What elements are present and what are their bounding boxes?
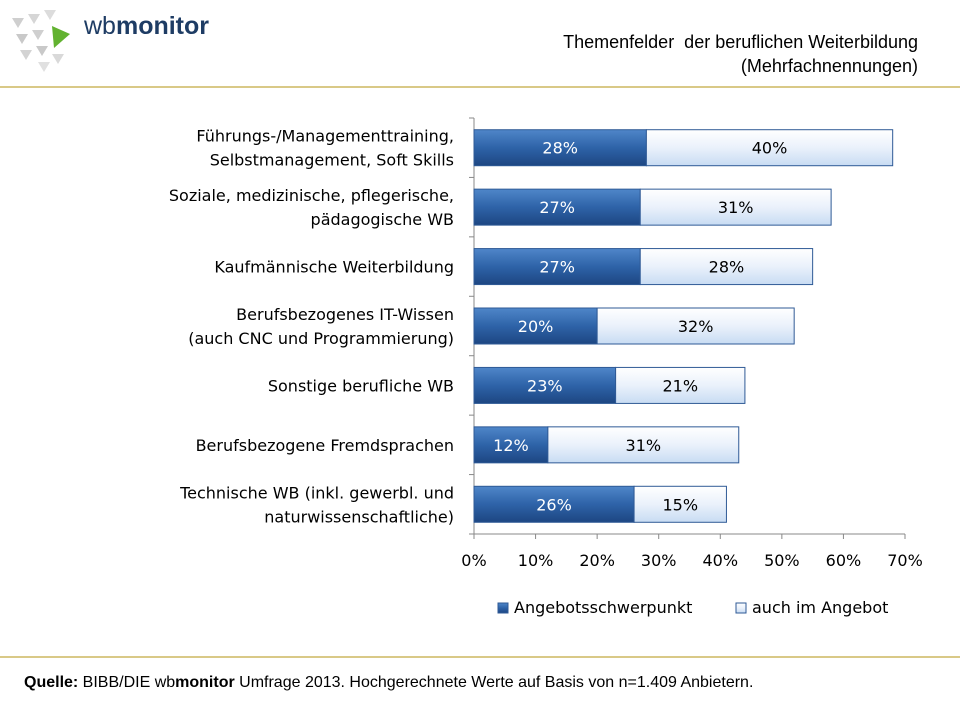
source-rest: Umfrage 2013. Hochgerechnete Werte auf B…	[234, 674, 754, 691]
category-label: Kaufmännische Weiterbildung	[214, 258, 454, 277]
x-tick-label: 10%	[518, 551, 554, 570]
source-label: Quelle:	[24, 674, 79, 691]
x-tick-label: 60%	[826, 551, 862, 570]
data-label-angebotsschwerpunkt: 26%	[536, 495, 572, 514]
bar-auch-im-angebot	[639, 248, 814, 286]
data-label-angebotsschwerpunkt: 27%	[539, 198, 575, 217]
stacked-bar-chart: 0% 10% 20% 30% 40% 50% 60% 70% 28% 40% Führungs-/M…	[169, 117, 923, 617]
data-label-angebotsschwerpunkt: 23%	[527, 376, 563, 395]
logo-monitor: monitor	[115, 12, 210, 40]
category-label: pädagogische WB	[311, 210, 454, 229]
data-label-angebotsschwerpunkt: 20%	[518, 317, 554, 336]
category-label: naturwissenschaftliche)	[264, 507, 454, 526]
data-label-auch-im-angebot: 31%	[718, 198, 754, 217]
title-line-1: Themenfelder der beruflichen Weiterbildu…	[563, 32, 918, 52]
bar-angebotsschwerpunkt	[473, 366, 617, 404]
category-label: Selbstmanagement, Soft Skills	[210, 151, 454, 170]
category-label: Sonstige berufliche WB	[268, 376, 454, 395]
data-label-angebotsschwerpunkt: 12%	[493, 436, 529, 455]
bar-auch-im-angebot	[645, 129, 894, 167]
legend-label-auch-im-angebot: auch im Angebot	[752, 598, 888, 617]
legend-swatch-angebotsschwerpunkt	[497, 602, 509, 614]
bar-auch-im-angebot	[615, 366, 746, 404]
bar-auch-im-angebot	[633, 485, 727, 523]
legend-label-angebotsschwerpunkt: Angebotsschwerpunkt	[514, 598, 692, 617]
data-label-auch-im-angebot: 31%	[626, 436, 662, 455]
category-label: Soziale, medizinische, pflegerische,	[169, 186, 454, 205]
data-label-auch-im-angebot: 32%	[678, 317, 714, 336]
bar-angebotsschwerpunkt	[473, 426, 549, 464]
data-label-angebotsschwerpunkt: 28%	[542, 139, 578, 158]
page-title: Themenfelder der beruflichen Weiterbildu…	[563, 30, 918, 78]
legend-swatch-auch-im-angebot	[735, 602, 747, 614]
source-text: BIBB/DIE wb	[78, 674, 176, 691]
data-label-auch-im-angebot: 15%	[662, 495, 698, 514]
category-label: (auch CNC und Programmierung)	[188, 329, 454, 348]
footer-divider	[0, 656, 960, 658]
source-note: Quelle: BIBB/DIE wbmonitor Umfrage 2013.…	[24, 672, 753, 694]
bar-auch-im-angebot	[596, 307, 795, 345]
category-label: Führungs-/Managementtraining,	[196, 127, 454, 146]
x-tick-label: 0%	[461, 551, 486, 570]
x-tick-label: 30%	[641, 551, 677, 570]
bar-angebotsschwerpunkt	[473, 188, 641, 226]
data-label-auch-im-angebot: 28%	[709, 258, 745, 277]
data-label-auch-im-angebot: 21%	[662, 376, 698, 395]
bar-angebotsschwerpunkt	[473, 307, 598, 345]
wbmonitor-logo	[12, 10, 70, 72]
category-label: Technische WB (inkl. gewerbl. und	[179, 483, 454, 502]
title-line-2: (Mehrfachnennungen)	[740, 56, 918, 76]
logo-triangles-icon	[12, 10, 70, 72]
category-label: Berufsbezogenes IT-Wissen	[236, 305, 454, 324]
bar-auch-im-angebot	[547, 426, 740, 464]
data-label-angebotsschwerpunkt: 27%	[539, 258, 575, 277]
data-label-auch-im-angebot: 40%	[752, 139, 788, 158]
x-tick-label: 20%	[579, 551, 615, 570]
category-label: Berufsbezogene Fremdsprachen	[196, 436, 454, 455]
logo-wordmark: wbmonitor	[84, 12, 209, 40]
logo-wb: wb	[84, 12, 116, 40]
source-brand: monitor	[175, 674, 235, 691]
x-tick-label: 40%	[703, 551, 739, 570]
bar-angebotsschwerpunkt	[473, 248, 641, 286]
bar-auch-im-angebot	[639, 188, 832, 226]
bar-angebotsschwerpunkt	[473, 129, 647, 167]
header-divider	[0, 86, 960, 88]
x-tick-label: 50%	[764, 551, 800, 570]
x-tick-label: 70%	[887, 551, 923, 570]
